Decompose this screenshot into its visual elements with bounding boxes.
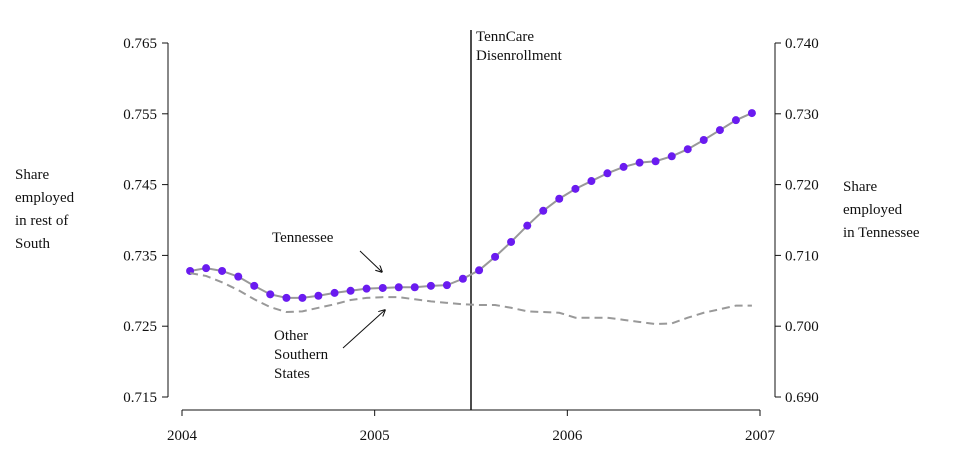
- arrow: [342, 310, 385, 349]
- label-line: in rest of: [15, 213, 68, 229]
- data-point: [651, 157, 660, 166]
- data-point: [250, 281, 259, 290]
- data-point: [571, 184, 580, 193]
- data-point: [266, 290, 275, 299]
- label-line: in Tennessee: [843, 225, 920, 241]
- data-point: [458, 274, 467, 283]
- label-line: employed: [843, 202, 903, 218]
- y-tick-label: 0.715: [123, 390, 157, 406]
- arrow: [359, 250, 382, 272]
- y2-tick-label: 0.740: [785, 36, 819, 52]
- data-point: [282, 293, 291, 302]
- x-tick-label: 2007: [745, 428, 776, 444]
- data-point: [491, 252, 500, 261]
- data-point: [619, 162, 628, 171]
- data-point: [394, 283, 403, 292]
- data-point: [218, 266, 227, 275]
- series-line: [189, 272, 752, 326]
- label-line: Tennessee: [272, 230, 334, 246]
- data-point: [330, 288, 339, 297]
- y-tick-label: 0.745: [123, 178, 157, 194]
- data-point: [699, 135, 708, 144]
- y2-tick-label: 0.710: [785, 248, 819, 264]
- y2-tick-label: 0.730: [785, 107, 819, 123]
- data-point: [426, 281, 435, 290]
- data-point: [683, 145, 692, 154]
- data-point: [298, 293, 307, 302]
- label-line: South: [15, 236, 51, 252]
- label-line: TennCare: [476, 29, 534, 45]
- data-point: [507, 237, 516, 246]
- data-point: [410, 283, 419, 292]
- x-tick-label: 2004: [167, 428, 198, 444]
- label-line: Share: [843, 179, 877, 195]
- data-point: [555, 194, 564, 203]
- y-tick-label: 0.735: [123, 248, 157, 264]
- y2-tick-label: 0.720: [785, 178, 819, 194]
- data-point: [202, 264, 211, 273]
- label-line: Southern: [274, 347, 329, 363]
- label-line: employed: [15, 190, 75, 206]
- data-point: [378, 283, 387, 292]
- label-line: Share: [15, 167, 49, 183]
- y-tick-label: 0.765: [123, 36, 157, 52]
- data-point: [603, 169, 612, 178]
- data-point: [715, 126, 724, 135]
- label-line: States: [274, 366, 310, 382]
- data-point: [635, 158, 644, 167]
- data-point: [362, 284, 371, 293]
- data-point: [667, 152, 676, 161]
- data-point: [314, 291, 323, 300]
- x-tick-label: 2006: [552, 428, 583, 444]
- data-point: [747, 109, 756, 118]
- data-point: [475, 266, 484, 275]
- data-point: [731, 116, 740, 125]
- data-point: [587, 177, 596, 186]
- data-point: [234, 272, 243, 281]
- y2-tick-label: 0.700: [785, 319, 819, 335]
- data-point: [442, 281, 451, 290]
- y-tick-label: 0.755: [123, 107, 157, 123]
- data-point: [523, 221, 532, 230]
- label-line: Disenrollment: [476, 48, 563, 64]
- label-line: Other: [274, 328, 308, 344]
- data-point: [539, 206, 548, 215]
- x-tick-label: 2005: [360, 428, 390, 444]
- data-point: [346, 286, 355, 295]
- y2-tick-label: 0.690: [785, 390, 819, 406]
- y-tick-label: 0.725: [123, 319, 157, 335]
